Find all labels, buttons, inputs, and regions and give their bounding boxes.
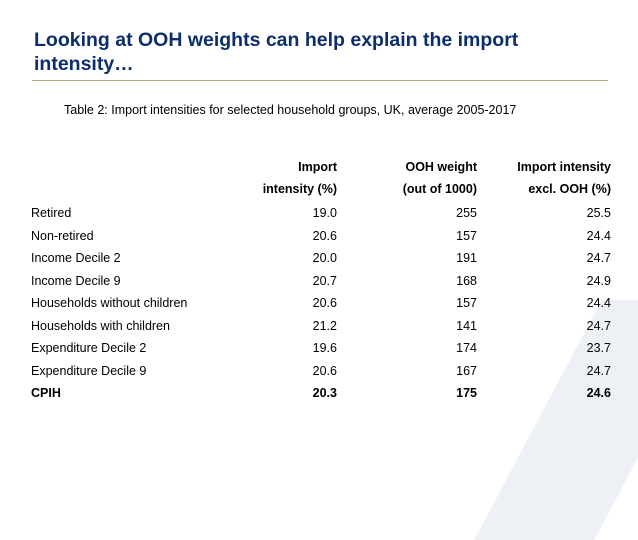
table-row: Households with children 21.2 141 24.7 <box>31 315 611 338</box>
ooh-weight-value: 167 <box>456 363 477 378</box>
table-row: Households without children 20.6 157 24.… <box>31 292 611 315</box>
ooh-weight-value: 175 <box>456 386 477 400</box>
import-intensity-excl-ooh-value: 24.4 <box>586 296 611 310</box>
row-label: Expenditure Decile 2 <box>31 341 147 355</box>
import-intensity-excl-ooh-value: 25.5 <box>586 206 611 220</box>
header-line: Import <box>298 160 337 174</box>
row-label: Retired <box>31 206 72 220</box>
row-label: CPIH <box>31 386 61 400</box>
table-row: Expenditure Decile 9 20.6 167 24.7 <box>31 360 611 383</box>
table-row: Expenditure Decile 2 19.6 174 23.7 <box>31 337 611 360</box>
import-intensity-value: 19.6 <box>312 341 337 355</box>
ooh-weight-value: 191 <box>456 251 477 265</box>
ooh-weight-value: 157 <box>456 296 477 310</box>
table-row: Income Decile 9 20.7 168 24.9 <box>31 270 611 293</box>
header-line: Import intensity <box>517 160 611 174</box>
row-label: Income Decile 2 <box>31 251 121 265</box>
import-intensity-value: 20.6 <box>312 296 337 310</box>
header-cell-import-intensity: Import intensity (%) <box>227 156 337 202</box>
header-cell-import-intensity-excl-ooh: Import intensity excl. OOH (%) <box>477 156 611 202</box>
table-row: Non-retired 20.6 157 24.4 <box>31 225 611 248</box>
table-caption: Table 2: Import intensities for selected… <box>64 103 517 117</box>
row-label: Non-retired <box>31 228 94 243</box>
header-line: intensity (%) <box>262 182 337 196</box>
row-label: Income Decile 9 <box>31 273 121 288</box>
ooh-weight-value: 255 <box>456 206 477 220</box>
import-intensity-value: 20.7 <box>312 273 337 288</box>
import-intensity-value: 20.6 <box>312 363 337 378</box>
import-intensity-table: Import intensity (%) OOH weight (out of … <box>31 156 611 405</box>
table-row: Retired 19.0 255 25.5 <box>31 202 611 225</box>
row-label: Expenditure Decile 9 <box>31 363 147 378</box>
import-intensity-excl-ooh-value: 24.4 <box>586 228 611 243</box>
ooh-weight-value: 141 <box>456 318 477 333</box>
table-header-row: Import intensity (%) OOH weight (out of … <box>31 156 611 202</box>
table-row-total: CPIH 20.3 175 24.6 <box>31 382 611 405</box>
row-label: Households without children <box>31 296 188 310</box>
header-line: OOH weight <box>405 160 477 174</box>
import-intensity-excl-ooh-value: 24.9 <box>586 273 611 288</box>
import-intensity-value: 20.6 <box>312 228 337 243</box>
title-divider <box>32 80 608 81</box>
header-line: (out of 1000) <box>402 182 477 196</box>
import-intensity-excl-ooh-value: 23.7 <box>586 341 611 355</box>
row-label: Households with children <box>31 318 170 333</box>
ooh-weight-value: 174 <box>456 341 477 355</box>
slide-title: Looking at OOH weights can help explain … <box>34 29 519 75</box>
header-cell-group <box>31 156 227 202</box>
import-intensity-value: 20.0 <box>312 251 337 265</box>
import-intensity-excl-ooh-value: 24.6 <box>586 386 611 400</box>
ooh-weight-value: 157 <box>456 228 477 243</box>
import-intensity-excl-ooh-value: 24.7 <box>586 251 611 265</box>
ooh-weight-value: 168 <box>456 273 477 288</box>
header-cell-ooh-weight: OOH weight (out of 1000) <box>337 156 477 202</box>
header-line: excl. OOH (%) <box>528 182 611 196</box>
import-intensity-value: 21.2 <box>312 318 337 333</box>
table-row: Income Decile 2 20.0 191 24.7 <box>31 247 611 270</box>
import-intensity-excl-ooh-value: 24.7 <box>586 318 611 333</box>
import-intensity-excl-ooh-value: 24.7 <box>586 363 611 378</box>
import-intensity-value: 20.3 <box>312 386 337 400</box>
import-intensity-value: 19.0 <box>312 206 337 220</box>
